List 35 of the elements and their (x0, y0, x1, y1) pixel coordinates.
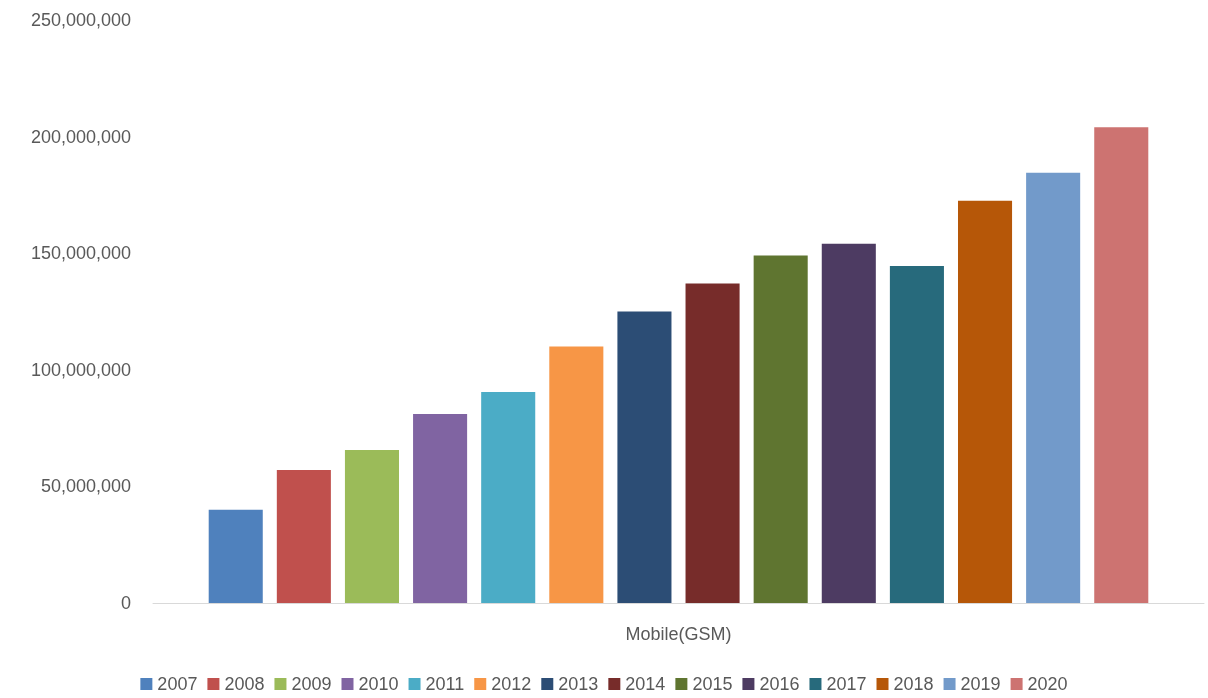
legend-label: 2014 (625, 674, 666, 694)
legend-label: 2019 (960, 674, 1001, 694)
bar (276, 470, 331, 603)
y-tick-label: 150,000,000 (30, 243, 131, 264)
bar (617, 311, 672, 603)
legend-label: 2008 (224, 674, 265, 694)
bar (1026, 172, 1081, 603)
bar (481, 391, 536, 603)
bar (753, 255, 808, 603)
legend-label: 2015 (692, 674, 733, 694)
legend-label: 2011 (425, 674, 465, 694)
bar (821, 243, 876, 603)
legend-label: 2009 (291, 674, 332, 694)
y-tick-label: 50,000,000 (40, 476, 131, 497)
y-tick-label: 0 (120, 593, 131, 613)
bar (413, 414, 468, 603)
legend-label: 2016 (759, 674, 800, 694)
y-tick-label: 200,000,000 (30, 126, 131, 147)
bar (549, 346, 604, 603)
legend-label: 2012 (491, 674, 532, 694)
legend-label: 2013 (558, 674, 599, 694)
legend-label: 2018 (893, 674, 934, 694)
bar (208, 509, 263, 603)
y-tick-label: 250,000,000 (30, 10, 131, 30)
bar (889, 266, 944, 603)
legend-label: 2020 (1027, 674, 1068, 694)
bar (344, 450, 399, 603)
bar (1094, 127, 1149, 603)
legend-label: 2017 (826, 674, 867, 694)
x-tick-label: Mobile(GSM) (625, 624, 732, 644)
legend-label: 2007 (157, 674, 198, 694)
y-tick-label: 100,000,000 (30, 359, 131, 380)
legend-label: 2010 (358, 674, 399, 694)
bar (685, 283, 740, 603)
bar (958, 200, 1013, 603)
